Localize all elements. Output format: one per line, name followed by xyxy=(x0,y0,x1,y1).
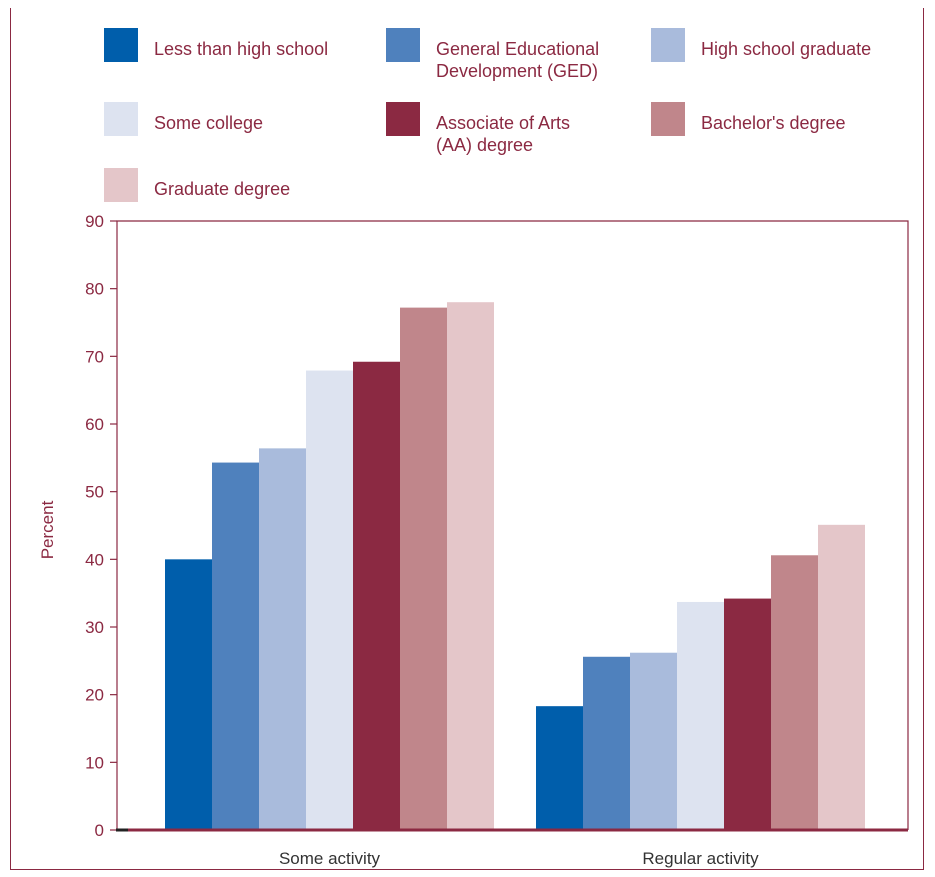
legend-swatch xyxy=(386,28,420,62)
legend-item: Bachelor's degree xyxy=(651,102,846,136)
x-axis: Some activity Regular activity xyxy=(116,828,908,868)
y-tick-label: 10 xyxy=(85,753,104,772)
chart-frame xyxy=(10,8,924,870)
bar xyxy=(771,555,818,830)
legend-label: Bachelor's degree xyxy=(701,113,846,133)
bar xyxy=(165,559,212,830)
bar-group xyxy=(536,524,865,830)
legend-swatch xyxy=(104,28,138,62)
bar xyxy=(400,307,447,830)
legend-label: Associate of Arts xyxy=(436,113,570,133)
legend-label: General Educational xyxy=(436,39,599,59)
bar xyxy=(353,361,400,830)
y-axis: 0 10 20 30 40 50 60 70 80 90 xyxy=(85,212,117,840)
plot-border xyxy=(116,220,909,830)
bar-group xyxy=(165,302,494,830)
legend-label: Less than high school xyxy=(154,39,328,59)
bar xyxy=(724,598,771,830)
x-category-label: Some activity xyxy=(279,849,381,868)
y-tick-label: 0 xyxy=(95,821,104,840)
legend: Less than high school General Educational… xyxy=(104,28,871,202)
legend-swatch xyxy=(651,102,685,136)
y-tick-label: 30 xyxy=(85,618,104,637)
legend-item: Less than high school xyxy=(104,28,328,62)
legend-item: Associate of Arts(AA) degree xyxy=(386,102,570,155)
legend-item: Graduate degree xyxy=(104,168,290,202)
y-tick-label: 90 xyxy=(85,212,104,231)
y-tick-label: 70 xyxy=(85,347,104,366)
bar xyxy=(212,462,259,830)
y-tick-label: 20 xyxy=(85,686,104,705)
bar xyxy=(630,652,677,830)
plot-area xyxy=(116,220,909,830)
bar xyxy=(536,706,583,830)
legend-label: Development (GED) xyxy=(436,61,598,81)
legend-item: Some college xyxy=(104,102,263,136)
bar xyxy=(306,370,353,830)
bar xyxy=(818,524,865,830)
x-category-label: Regular activity xyxy=(642,849,759,868)
y-tick-label: 50 xyxy=(85,483,104,502)
bar xyxy=(583,656,630,830)
legend-swatch xyxy=(651,28,685,62)
legend-swatch xyxy=(104,102,138,136)
legend-swatch xyxy=(386,102,420,136)
legend-label: Some college xyxy=(154,113,263,133)
bar xyxy=(259,448,306,830)
y-tick-label: 60 xyxy=(85,415,104,434)
legend-item: High school graduate xyxy=(651,28,871,62)
y-axis-title: Percent xyxy=(38,500,57,559)
legend-swatch xyxy=(104,168,138,202)
legend-label: Graduate degree xyxy=(154,179,290,199)
y-tick-label: 80 xyxy=(85,280,104,299)
y-tick-label: 40 xyxy=(85,550,104,569)
legend-label: High school graduate xyxy=(701,39,871,59)
bar xyxy=(447,302,494,830)
legend-label: (AA) degree xyxy=(436,135,533,155)
bar xyxy=(677,601,724,830)
